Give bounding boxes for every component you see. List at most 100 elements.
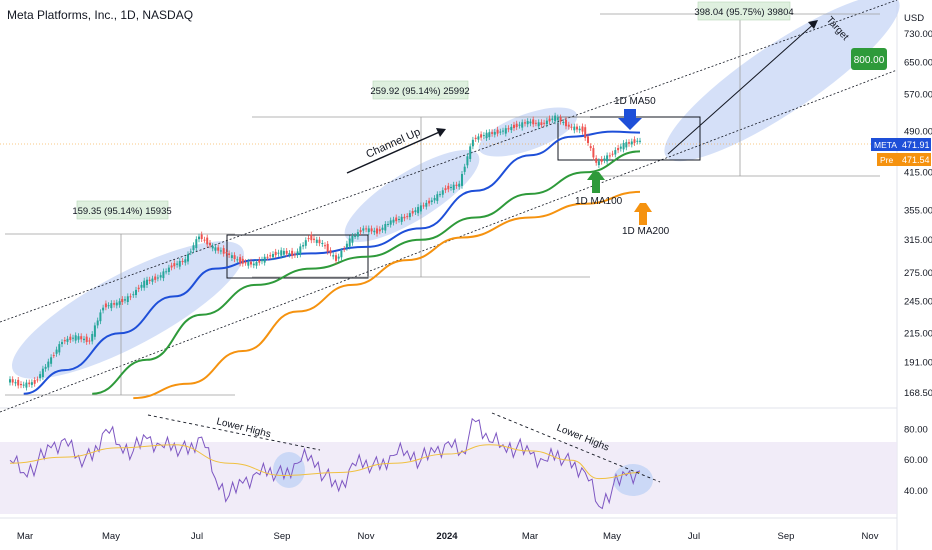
candle-body bbox=[589, 146, 592, 149]
meta-ticker-badge bbox=[871, 138, 898, 151]
ma200-arrow-icon bbox=[634, 203, 652, 225]
target-arrow-line bbox=[667, 21, 817, 155]
candle-body bbox=[50, 357, 53, 364]
candle-body bbox=[69, 336, 72, 341]
candle-body bbox=[255, 262, 258, 266]
candle-body bbox=[636, 140, 639, 142]
price-tick-label: 245.00 bbox=[904, 296, 932, 307]
candle-body bbox=[261, 259, 263, 262]
candle-body bbox=[110, 303, 113, 309]
candle-body bbox=[524, 122, 526, 124]
candle-body bbox=[411, 211, 414, 214]
candle-body bbox=[488, 132, 491, 138]
candle-body bbox=[354, 235, 357, 237]
time-tick-label: May bbox=[102, 531, 120, 542]
candle-body bbox=[91, 334, 94, 342]
meta-price-badge: META 471.91 bbox=[871, 138, 931, 151]
candle-body bbox=[543, 122, 546, 124]
candle-body bbox=[548, 118, 551, 122]
candle-body bbox=[266, 256, 269, 258]
candle-body bbox=[545, 120, 548, 125]
candle-body bbox=[592, 148, 595, 158]
candle-body bbox=[173, 263, 176, 267]
candle-body bbox=[378, 229, 381, 232]
candle-body bbox=[461, 174, 463, 186]
price-tick-label: 570.00 bbox=[904, 90, 932, 101]
candle-body bbox=[515, 123, 518, 128]
candle-body bbox=[622, 143, 625, 150]
price-tick-label: 191.00 bbox=[904, 357, 932, 368]
price-tick-label: 275.00 bbox=[904, 268, 932, 279]
candle-body bbox=[25, 382, 28, 388]
candle-body bbox=[203, 239, 206, 241]
candle-body bbox=[99, 312, 102, 322]
price-tick-label: 215.00 bbox=[904, 328, 932, 339]
rsi-ellipse-2 bbox=[613, 464, 653, 496]
meta-value-text: 471.91 bbox=[902, 140, 930, 150]
candle-body bbox=[491, 132, 494, 134]
candle-body bbox=[211, 246, 214, 249]
candle-body bbox=[11, 379, 14, 383]
candle-body bbox=[154, 276, 157, 280]
measure-1-box bbox=[76, 200, 169, 220]
candle-body bbox=[102, 307, 105, 311]
candle-body bbox=[389, 220, 392, 225]
candle-body bbox=[72, 337, 74, 339]
candle-body bbox=[74, 335, 77, 341]
candle-body bbox=[225, 252, 228, 254]
candle-body bbox=[304, 240, 307, 246]
rsi-ellipse-1 bbox=[273, 452, 305, 488]
candle-body bbox=[365, 228, 368, 230]
pre-label-badge bbox=[877, 153, 898, 166]
candle-body bbox=[570, 126, 573, 128]
candle-body bbox=[146, 279, 148, 285]
candle-body bbox=[274, 251, 277, 256]
candle-body bbox=[614, 150, 617, 155]
candle-body bbox=[121, 299, 124, 302]
candle-body bbox=[9, 379, 11, 383]
candle-body bbox=[20, 384, 22, 386]
candle-body bbox=[96, 320, 99, 326]
candle-body bbox=[611, 153, 614, 155]
candle-body bbox=[143, 280, 146, 288]
candle-body bbox=[30, 382, 33, 385]
ma50-arrow-icon bbox=[618, 109, 642, 130]
measure-3-box bbox=[697, 1, 791, 21]
candle-body bbox=[167, 267, 170, 272]
candle-body bbox=[198, 236, 200, 240]
candle-body bbox=[540, 122, 543, 125]
candle-body bbox=[299, 246, 302, 255]
candle-body bbox=[471, 139, 474, 147]
candle-body bbox=[362, 228, 365, 231]
candle-body bbox=[600, 159, 603, 162]
pre-label-text: Pre bbox=[880, 155, 894, 165]
candle-body bbox=[551, 118, 554, 120]
rsi-line bbox=[9, 417, 641, 510]
ellipse-group bbox=[11, 0, 900, 496]
rsi-tick-label: 60.00 bbox=[904, 455, 928, 466]
time-tick-label: Nov bbox=[862, 531, 879, 542]
target-arrowhead bbox=[808, 20, 818, 29]
measure-label-1: 159.35 (95.14%) 15935 bbox=[72, 200, 172, 220]
target-value-badge bbox=[851, 48, 887, 70]
candle-body bbox=[384, 224, 387, 231]
candle-body bbox=[367, 228, 370, 233]
measure-3-text: 398.04 (95.75%) 39804 bbox=[694, 7, 793, 18]
candle-body bbox=[282, 250, 285, 255]
candle-body bbox=[310, 234, 313, 241]
candle-body bbox=[518, 124, 521, 126]
rsi-band bbox=[0, 442, 897, 514]
candle-body bbox=[126, 296, 129, 302]
candle-body bbox=[162, 271, 165, 279]
candle-body bbox=[189, 251, 192, 253]
candle-body bbox=[28, 382, 31, 385]
ma200-line bbox=[133, 190, 641, 400]
candle-body bbox=[66, 338, 69, 342]
price-candles bbox=[9, 112, 641, 391]
candle-body bbox=[88, 340, 91, 342]
candle-body bbox=[567, 124, 570, 127]
candle-body bbox=[425, 202, 428, 207]
candle-body bbox=[373, 230, 376, 233]
